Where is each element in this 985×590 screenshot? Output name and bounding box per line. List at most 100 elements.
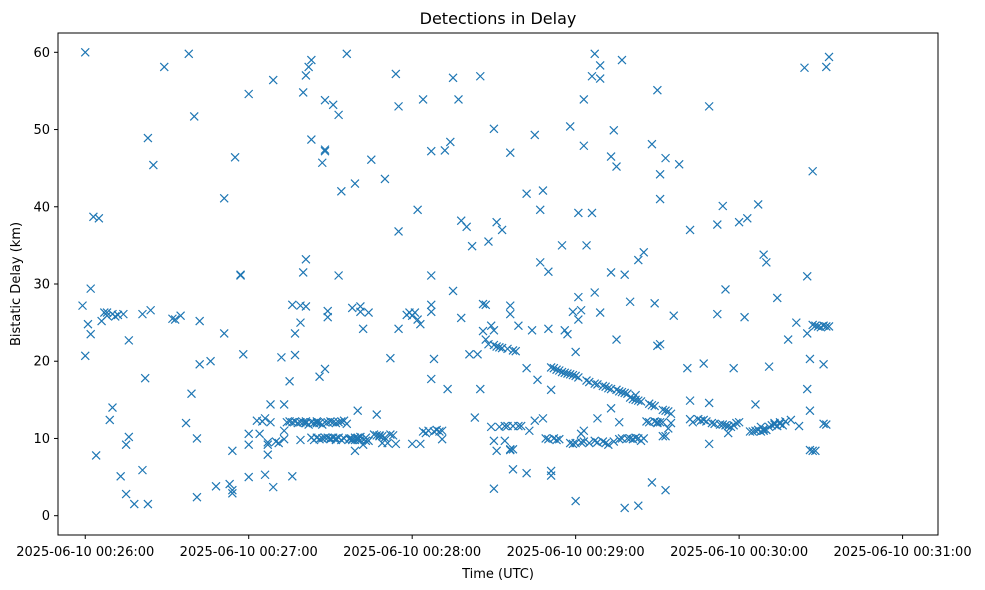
data-point [609,125,619,135]
data-point [606,152,616,161]
data-point [331,418,341,428]
data-point [530,416,540,426]
data-point [426,271,436,280]
data-point [492,217,502,227]
data-point [808,446,818,456]
data-point [800,63,809,73]
data-point [255,429,265,439]
data-point [86,284,96,294]
data-point [538,413,548,423]
data-point [143,133,153,143]
data-point [317,158,327,168]
data-point [590,379,600,389]
data-point [219,193,229,203]
data-point [598,437,608,446]
data-point [320,145,330,155]
data-point [810,446,820,456]
data-point [94,213,104,223]
data-point [568,370,578,380]
data-point [492,342,502,351]
data-point [227,446,237,456]
data-point [609,437,619,446]
data-point [685,396,695,406]
data-point [538,186,548,195]
data-point [206,356,215,366]
data-point [661,431,670,441]
data-point [650,401,660,411]
data-point [296,435,305,445]
data-point [320,95,330,105]
data-point [721,420,730,430]
data-point [699,415,709,425]
data-point [535,257,545,267]
data-point [437,426,447,436]
x-tick-label: 2025-06-10 00:29:00 [507,545,645,560]
data-point [492,446,502,456]
data-point [244,472,254,482]
data-point [606,403,616,413]
data-point [448,286,458,296]
data-point [582,376,591,385]
data-point [655,169,665,179]
data-point [802,329,812,338]
data-point [189,111,199,121]
data-point [647,400,657,410]
data-point [614,386,624,396]
data-point [448,73,458,83]
data-point [584,438,594,448]
data-point [350,446,360,456]
data-point [159,62,169,72]
data-point [227,485,237,495]
data-point [546,466,556,476]
data-point [576,305,586,315]
data-point [612,162,621,172]
data-point [655,417,665,427]
data-point [718,201,728,211]
data-point [565,122,575,131]
data-point [552,365,562,375]
data-point [478,299,488,309]
data-point [211,481,221,491]
data-point [83,319,93,329]
x-tick-label: 2025-06-10 00:26:00 [16,545,154,560]
data-point [296,318,305,328]
data-point [514,321,523,331]
data-point [631,395,641,405]
data-point [639,434,649,443]
y-tick-label: 40 [33,200,50,215]
data-point [568,307,578,317]
data-point [707,418,717,428]
data-point [372,410,382,419]
data-point [170,315,180,324]
data-point [478,326,488,336]
data-point [391,69,401,79]
data-point [195,316,205,326]
data-point [148,160,158,170]
data-point [385,430,395,440]
y-tick-label: 30 [33,278,50,293]
data-point [579,141,589,151]
data-point [334,271,344,280]
data-point [652,341,662,351]
data-point [775,419,785,429]
data-point [639,247,649,257]
data-point [595,61,605,70]
data-point [236,271,245,280]
data-point [579,426,589,436]
data-point [729,363,739,373]
data-point [821,62,831,72]
data-point [192,492,202,502]
data-point [304,62,314,72]
data-point [666,409,676,419]
data-point [105,415,115,425]
data-point [279,400,289,409]
data-point [821,322,831,331]
data-point [543,267,553,277]
data-point [568,439,578,449]
data-point [263,437,273,447]
data-point [533,375,542,385]
plot-frame [57,32,939,536]
data-point [530,130,540,140]
data-point [759,424,769,434]
data-point [593,413,602,423]
